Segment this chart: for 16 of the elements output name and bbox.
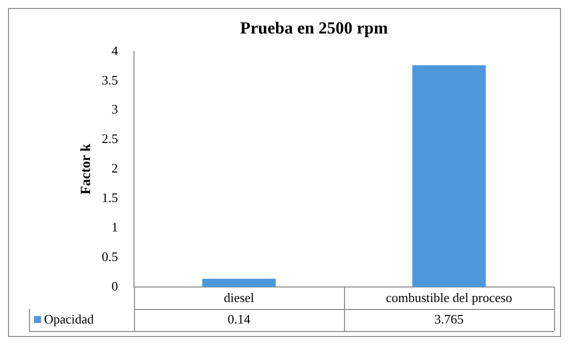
y-tick-label: 2 bbox=[112, 160, 118, 176]
y-tick-label: 4 bbox=[112, 42, 118, 58]
y-tick-label: 3 bbox=[112, 102, 118, 117]
y-axis-title: Factor k bbox=[79, 144, 94, 195]
data-label: 3.765 bbox=[434, 311, 464, 326]
y-tick-label: 3.5 bbox=[102, 72, 118, 88]
y-tick-label: 1 bbox=[112, 220, 118, 235]
y-tick-label: 1.5 bbox=[102, 190, 118, 206]
legend-label: Opacidad bbox=[44, 311, 94, 326]
y-tick-label: 0 bbox=[112, 278, 118, 294]
chart-title: Prueba en 2500 rpm bbox=[240, 18, 388, 38]
y-tick-label: 2.5 bbox=[102, 131, 118, 146]
x-tick-label: diesel bbox=[224, 290, 255, 306]
y-tick-label: 0.5 bbox=[102, 248, 118, 264]
x-tick-label: combustible del proceso bbox=[386, 290, 512, 306]
data-label: 0.14 bbox=[228, 311, 251, 326]
